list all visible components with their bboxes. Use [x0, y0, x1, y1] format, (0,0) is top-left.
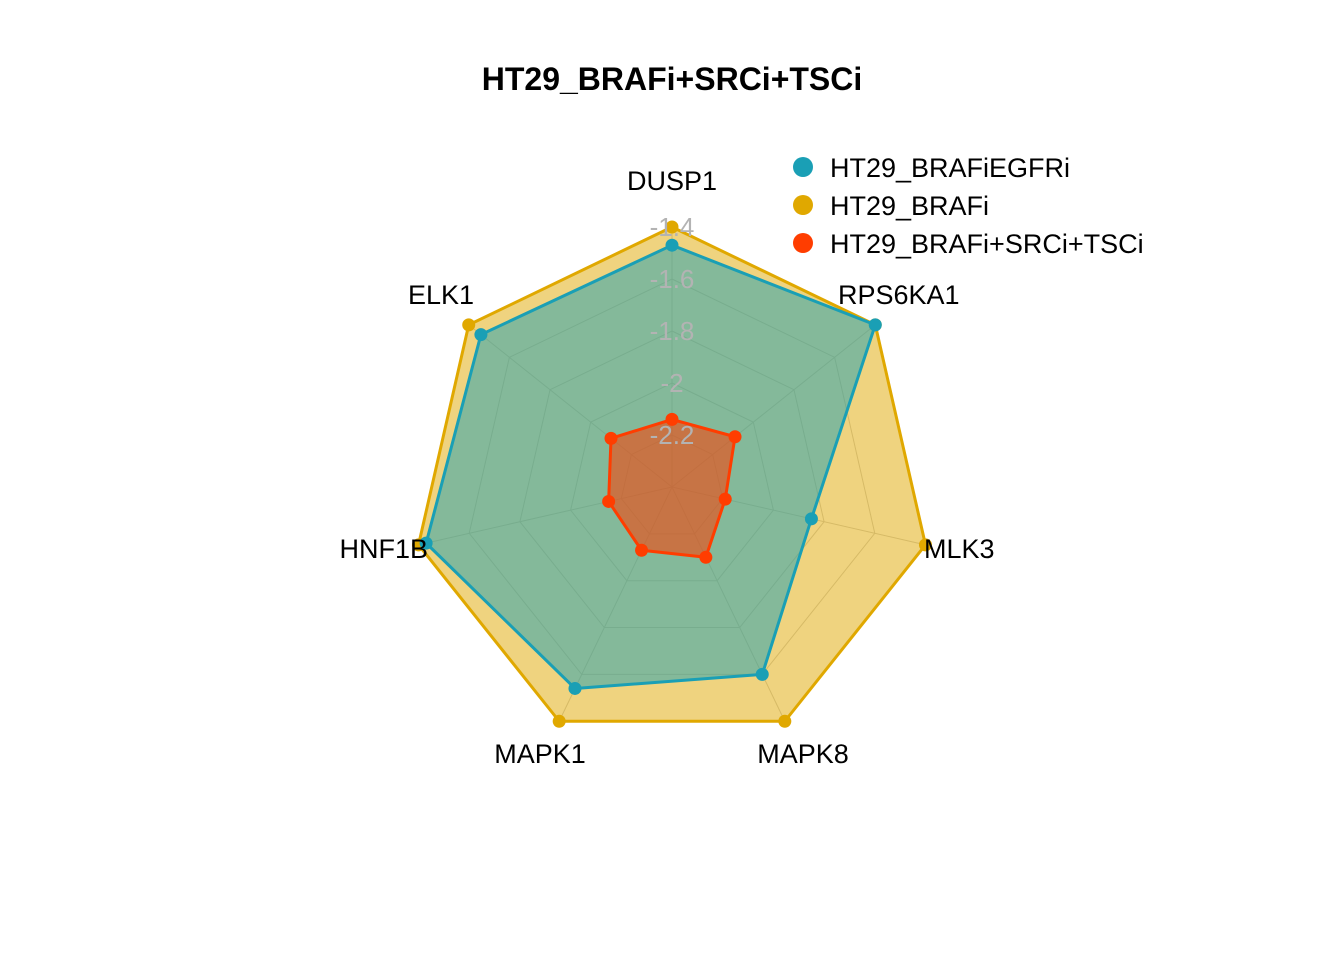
data-point-1-3	[778, 714, 792, 728]
data-point-2-3	[699, 550, 713, 564]
legend-marker-1	[793, 195, 813, 215]
axis-label-dusp1: DUSP1	[627, 166, 717, 196]
axis-label-elk1: ELK1	[408, 280, 474, 310]
tick-layer: -1.4 -1.6 -1.8 -2 -2.2	[650, 212, 695, 450]
tick-label-3: -2	[660, 368, 683, 398]
data-point-1-0	[665, 220, 679, 234]
axis-label-rps6ka1: RPS6KA1	[838, 280, 960, 310]
series-layer	[412, 220, 932, 728]
legend-label-2: HT29_BRAFi+SRCi+TSCi	[830, 229, 1144, 259]
tick-label-4: -2.2	[650, 420, 695, 450]
axis-label-mlk3: MLK3	[924, 534, 995, 564]
data-point-0-1	[868, 318, 882, 332]
axis-label-hnf1b: HNF1B	[339, 534, 428, 564]
data-point-2-6	[604, 431, 618, 445]
data-point-2-2	[718, 492, 732, 506]
tick-label-1: -1.6	[650, 264, 695, 294]
tick-label-2: -1.8	[650, 316, 695, 346]
data-point-1-4	[552, 714, 566, 728]
data-point-0-4	[568, 681, 582, 695]
axis-label-mapk8: MAPK8	[757, 739, 849, 769]
tick-label-0: -1.4	[650, 212, 695, 242]
legend: HT29_BRAFiEGFRi HT29_BRAFi HT29_BRAFi+SRCi…	[793, 153, 1144, 259]
data-point-0-6	[474, 328, 488, 342]
data-point-0-2	[804, 512, 818, 526]
data-point-2-1	[728, 430, 742, 444]
axis-label-mapk1: MAPK1	[494, 739, 586, 769]
data-point-0-0	[665, 238, 679, 252]
data-point-0-5	[419, 536, 433, 550]
series-2	[602, 412, 742, 564]
data-point-2-5	[602, 494, 616, 508]
chart-title: HT29_BRAFi+SRCi+TSCi	[482, 61, 863, 97]
data-point-2-0	[665, 412, 679, 426]
axis-label-layer: DUSP1 RPS6KA1 MLK3 MAPK8 MAPK1 HNF1B ELK1	[339, 166, 994, 769]
series-area-2	[607, 417, 737, 559]
legend-marker-2	[793, 233, 813, 253]
legend-marker-0	[793, 157, 813, 177]
legend-label-1: HT29_BRAFi	[830, 191, 989, 221]
data-point-0-3	[755, 667, 769, 681]
legend-label-0: HT29_BRAFiEGFRi	[830, 153, 1070, 183]
data-point-2-4	[635, 543, 649, 557]
data-point-1-6	[462, 318, 476, 332]
data-point-1-2	[918, 538, 932, 552]
